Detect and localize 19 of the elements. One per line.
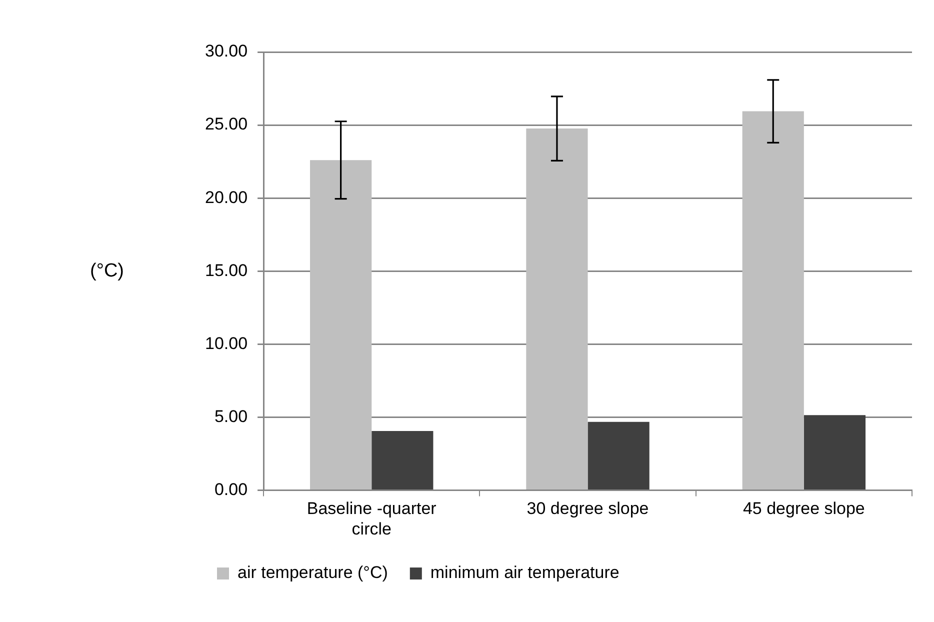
legend-label: air temperature (°C) (238, 563, 388, 582)
y-tick-label: 15.00 (204, 260, 248, 280)
y-axis-title: (°C) (90, 260, 124, 282)
y-tick-label: 5.00 (214, 406, 248, 426)
bar (804, 415, 866, 490)
bar (742, 111, 804, 490)
bar (526, 128, 588, 490)
x-tick-label: 45 degree slope (742, 499, 865, 518)
bar (372, 431, 434, 490)
y-tick-label: 10.00 (204, 334, 248, 353)
y-tick-label: 25.00 (204, 114, 248, 134)
y-tick-label: 30.00 (204, 42, 248, 61)
legend-label: minimum air temperature (430, 563, 620, 582)
bar (310, 160, 372, 490)
y-tick-label: 20.00 (204, 188, 248, 207)
y-tick-label: 0.00 (214, 480, 248, 499)
x-tick-label: Baseline -quarter circle (306, 499, 437, 538)
bar (588, 422, 650, 490)
x-tick-label: 30 degree slope (526, 499, 649, 518)
